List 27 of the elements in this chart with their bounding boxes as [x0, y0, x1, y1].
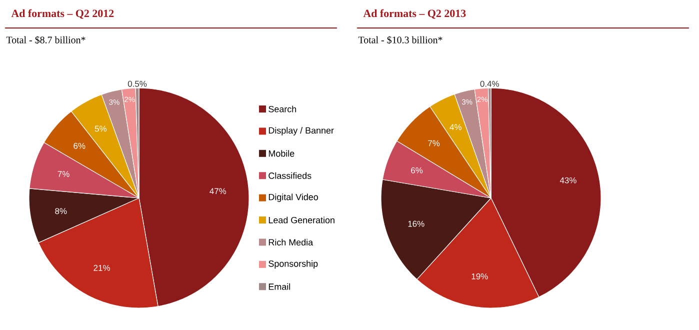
data-label: 0.4% [480, 80, 499, 87]
data-label: 19% [472, 273, 488, 280]
data-label: 8% [55, 208, 67, 214]
data-label: 47% [210, 188, 226, 194]
legend-label: Rich Media [268, 238, 314, 246]
data-label: 6% [411, 167, 423, 174]
legend-label: Lead Generation [268, 216, 334, 224]
legend-label: Display / Banner [268, 127, 334, 136]
chart-title: Ad formats – Q2 2013 [363, 9, 466, 19]
data-label: 43% [560, 177, 576, 184]
legend-label: Mobile [268, 150, 294, 157]
legend-label: Email [268, 283, 290, 290]
data-label: 21% [94, 264, 110, 271]
data-label: 7% [58, 171, 70, 177]
data-label: 6% [74, 142, 86, 149]
chart-subtitle: Total - $10.3 billion* [358, 36, 442, 44]
chart-title: Ad formats – Q2 2012 [11, 9, 114, 19]
data-label: 4% [450, 124, 462, 130]
data-label: 16% [408, 220, 424, 227]
chart-subtitle: Total - $8.7 billion* [6, 36, 86, 44]
data-label: 0.5% [128, 80, 147, 87]
data-label: 5% [94, 126, 106, 132]
legend-label: Search [268, 106, 296, 112]
data-label: 7% [428, 140, 440, 146]
legend-label: Sponsorship [268, 260, 318, 269]
legend-label: Digital Video [268, 194, 318, 202]
legend-label: Classifieds [268, 172, 312, 179]
